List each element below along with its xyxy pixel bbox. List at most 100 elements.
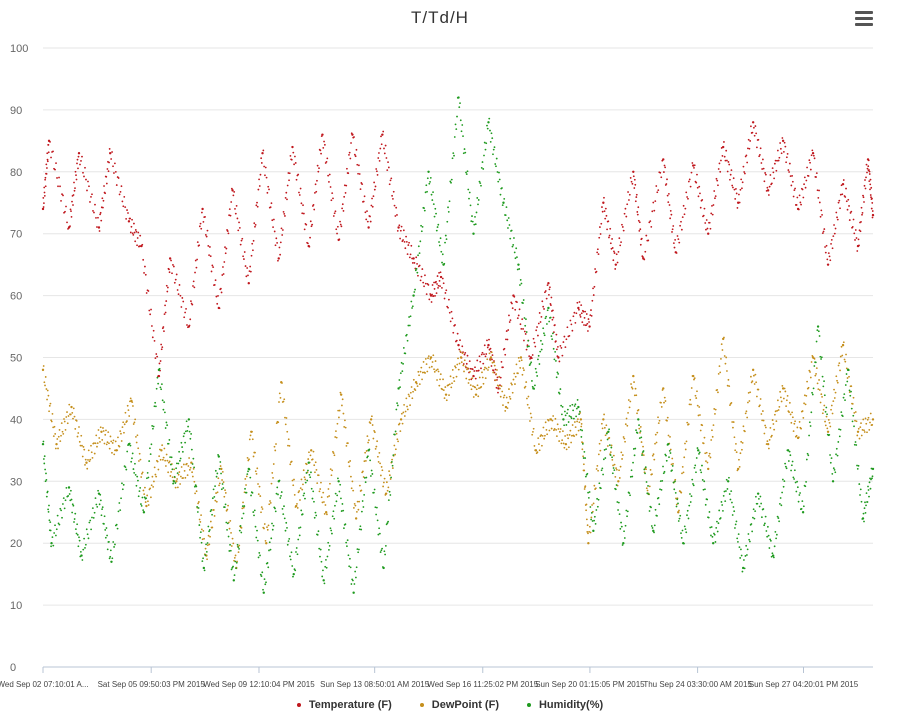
data-point-fill: [87, 458, 89, 461]
data-point-fill: [508, 388, 510, 390]
data-point-fill: [669, 209, 672, 212]
data-point-fill: [699, 414, 701, 416]
data-point-fill: [279, 497, 282, 499]
data-point: [142, 511, 146, 514]
data-point-fill: [405, 333, 408, 336]
data-point-fill: [44, 176, 47, 179]
data-point-fill: [314, 183, 317, 186]
data-point-fill: [442, 378, 444, 381]
data-point-fill: [860, 500, 863, 503]
data-point-fill: [350, 142, 352, 144]
data-point-fill: [845, 353, 847, 356]
data-point-fill: [435, 369, 438, 372]
chart-menu-button[interactable]: [853, 9, 875, 29]
data-point-fill: [267, 524, 270, 527]
legend-item[interactable]: Temperature (F): [296, 699, 392, 711]
data-point-fill: [558, 360, 561, 363]
data-point-fill: [177, 473, 180, 476]
data-point-fill: [426, 370, 429, 373]
data-point-fill: [510, 229, 513, 232]
data-point-fill: [327, 541, 330, 544]
data-point-fill: [226, 522, 229, 525]
data-point-fill: [813, 365, 816, 367]
data-point-fill: [768, 185, 771, 188]
legend-item[interactable]: DewPoint (F): [419, 699, 499, 711]
data-point-fill: [593, 285, 596, 288]
data-point-fill: [71, 503, 74, 506]
data-point-fill: [369, 422, 372, 425]
data-point-fill: [659, 171, 662, 174]
data-point-fill: [431, 293, 433, 296]
data-point-fill: [803, 183, 805, 186]
data-point-fill: [323, 513, 326, 515]
data-point-fill: [616, 261, 619, 264]
data-point-fill: [313, 500, 315, 503]
data-point-fill: [791, 460, 794, 463]
data-point-fill: [744, 172, 746, 175]
data-point: [232, 579, 236, 582]
data-point-fill: [96, 505, 99, 508]
data-point-fill: [144, 501, 147, 503]
data-point-fill: [487, 366, 490, 369]
data-point-fill: [651, 527, 654, 529]
data-point-fill: [73, 521, 75, 523]
data-point-fill: [613, 463, 616, 466]
data-point-fill: [489, 140, 492, 143]
data-point: [265, 542, 268, 545]
data-point-fill: [178, 284, 181, 286]
data-point-fill: [518, 360, 521, 362]
data-point-fill: [536, 451, 539, 454]
data-point-fill: [299, 187, 302, 190]
data-point-fill: [817, 388, 820, 391]
data-point-fill: [858, 437, 861, 440]
data-point-fill: [171, 476, 174, 479]
legend-item[interactable]: Humidity(%): [526, 699, 603, 711]
data-point-fill: [126, 209, 128, 211]
data-point-fill: [349, 157, 352, 160]
data-point: [382, 566, 385, 570]
data-point-fill: [131, 457, 133, 460]
data-point-fill: [429, 180, 431, 183]
data-point-fill: [217, 294, 219, 297]
data-point-fill: [680, 228, 683, 231]
data-point-fill: [626, 424, 629, 427]
data-point: [100, 430, 103, 433]
data-point-fill: [402, 362, 404, 365]
data-point-fill: [868, 481, 871, 484]
data-point-fill: [770, 555, 773, 558]
data-point-fill: [411, 262, 414, 264]
data-point-fill: [467, 382, 470, 384]
data-point: [519, 356, 523, 359]
data-point-fill: [286, 543, 289, 546]
data-point-fill: [204, 554, 207, 556]
data-point-fill: [203, 569, 206, 572]
data-point-fill: [848, 389, 851, 392]
data-point-fill: [395, 206, 398, 209]
data-point-fill: [663, 401, 665, 404]
data-point-fill: [571, 424, 574, 426]
data-point: [637, 418, 640, 421]
data-point-fill: [197, 502, 199, 505]
data-point-fill: [76, 158, 79, 161]
data-point-fill: [557, 428, 560, 430]
x-tick-label: Sun Sep 13 08:50:01 AM 2015: [320, 680, 430, 689]
data-point-fill: [49, 521, 52, 524]
data-point-fill: [563, 446, 566, 449]
data-point-fill: [582, 310, 585, 313]
data-point-fill: [758, 155, 761, 158]
data-point-fill: [606, 445, 609, 447]
data-point-fill: [425, 363, 428, 365]
data-point: [202, 566, 206, 570]
data-point-fill: [619, 465, 622, 468]
data-point-fill: [598, 442, 601, 445]
data-point-fill: [417, 245, 420, 248]
data-point-fill: [239, 243, 242, 246]
data-point-fill: [111, 557, 114, 560]
data-point-fill: [657, 189, 660, 192]
data-point-fill: [710, 439, 713, 441]
data-point-fill: [776, 149, 779, 152]
data-point-fill: [638, 427, 641, 430]
data-point: [871, 213, 875, 217]
data-point-fill: [316, 164, 319, 167]
data-point-fill: [417, 254, 419, 257]
